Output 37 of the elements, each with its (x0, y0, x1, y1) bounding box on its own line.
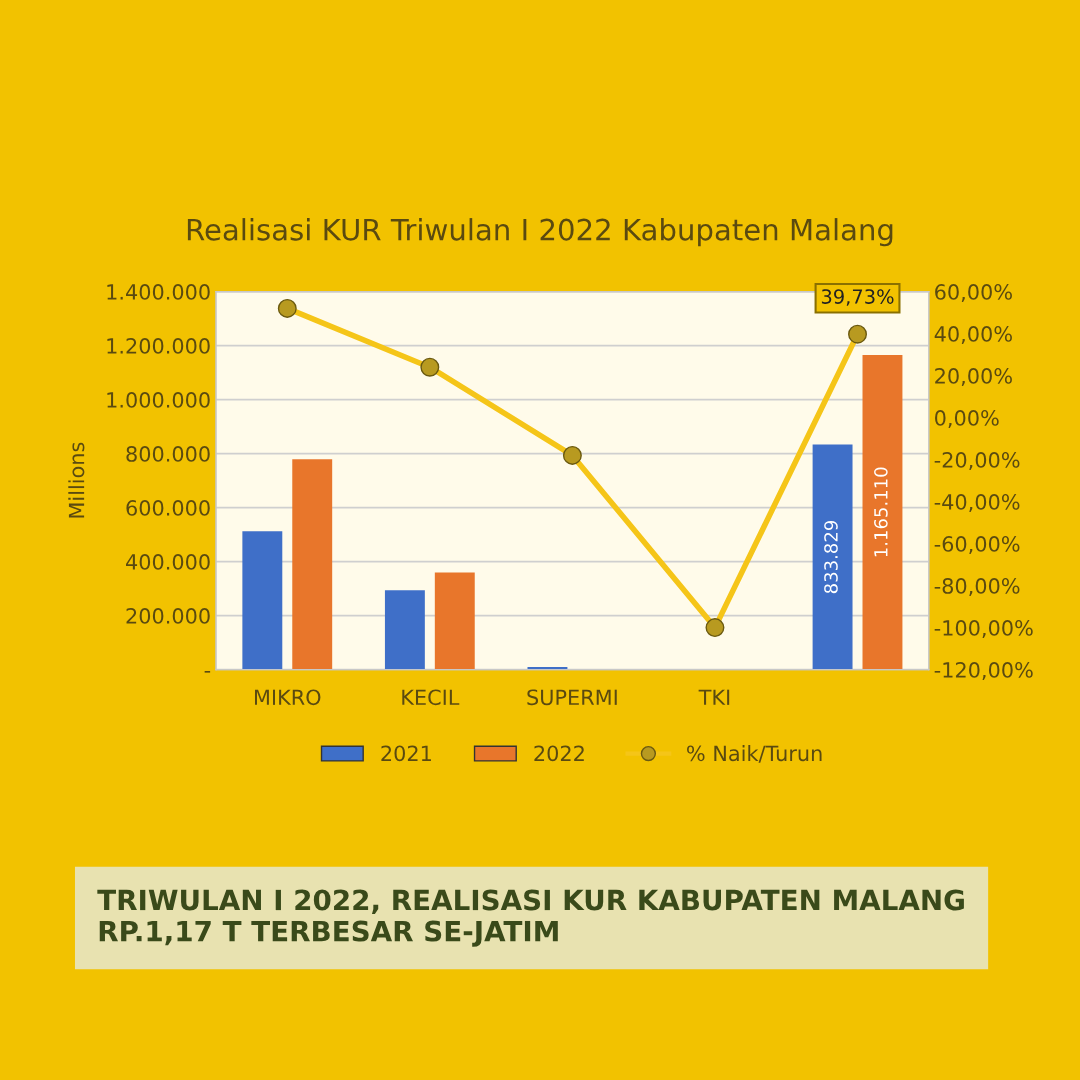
chart-title: Realisasi KUR Triwulan I 2022 Kabupaten Malang (187, 218, 893, 247)
y2-tick-label: -80,00% (934, 578, 1020, 596)
x-tick-label: KECIL (402, 689, 460, 706)
legend-label: 2022 (534, 745, 584, 762)
bar (434, 572, 475, 670)
y-tick-label: 400.000 (126, 554, 210, 570)
y-tick-label: 1.000.000 (107, 392, 210, 408)
data-label: 1.165.110 (874, 467, 888, 557)
bar (384, 590, 425, 670)
data-label: 833.829 (824, 520, 838, 594)
y2-tick-label: -100,00% (934, 620, 1033, 638)
y-tick-label: - (204, 670, 211, 673)
y-tick-label: 1.400.000 (107, 284, 210, 300)
bar (292, 459, 333, 670)
legend-label: % Naik/Turun (687, 745, 822, 763)
bar (242, 531, 283, 670)
y2-tick-label: 0,00% (935, 410, 999, 428)
bar (812, 444, 853, 670)
y2-tick-label: 60,00% (935, 284, 1012, 302)
x-tick-label: SUPERMI (527, 689, 617, 706)
y2-tick-label: 20,00% (935, 368, 1012, 386)
y2-tick-label: -20,00% (934, 452, 1020, 470)
y-tick-label: 600.000 (126, 500, 210, 516)
y2-tick-label: -120,00% (934, 662, 1033, 680)
y-tick-label: 200.000 (126, 608, 210, 624)
y2-tick-label: -40,00% (934, 494, 1020, 512)
legend-label: 2021 (381, 745, 431, 762)
text: TRIWULAN I 2022, REALISASI KUR KABUPATEN MALANG RP.1,17 T TERBESAR SE-JATIM (97, 889, 964, 947)
data-label: 39,73% (821, 289, 894, 306)
y2-tick-label: 40,00% (934, 326, 1012, 344)
y-tick-label: 800.000 (126, 446, 210, 462)
y2-tick-label: -60,00% (934, 536, 1020, 554)
x-tick-label: MIKRO (254, 689, 321, 706)
y-axis-title: Millions (68, 442, 85, 518)
bar (862, 355, 903, 670)
y-tick-label: 1.200.000 (107, 338, 210, 354)
x-tick-label: TKI (698, 689, 730, 705)
